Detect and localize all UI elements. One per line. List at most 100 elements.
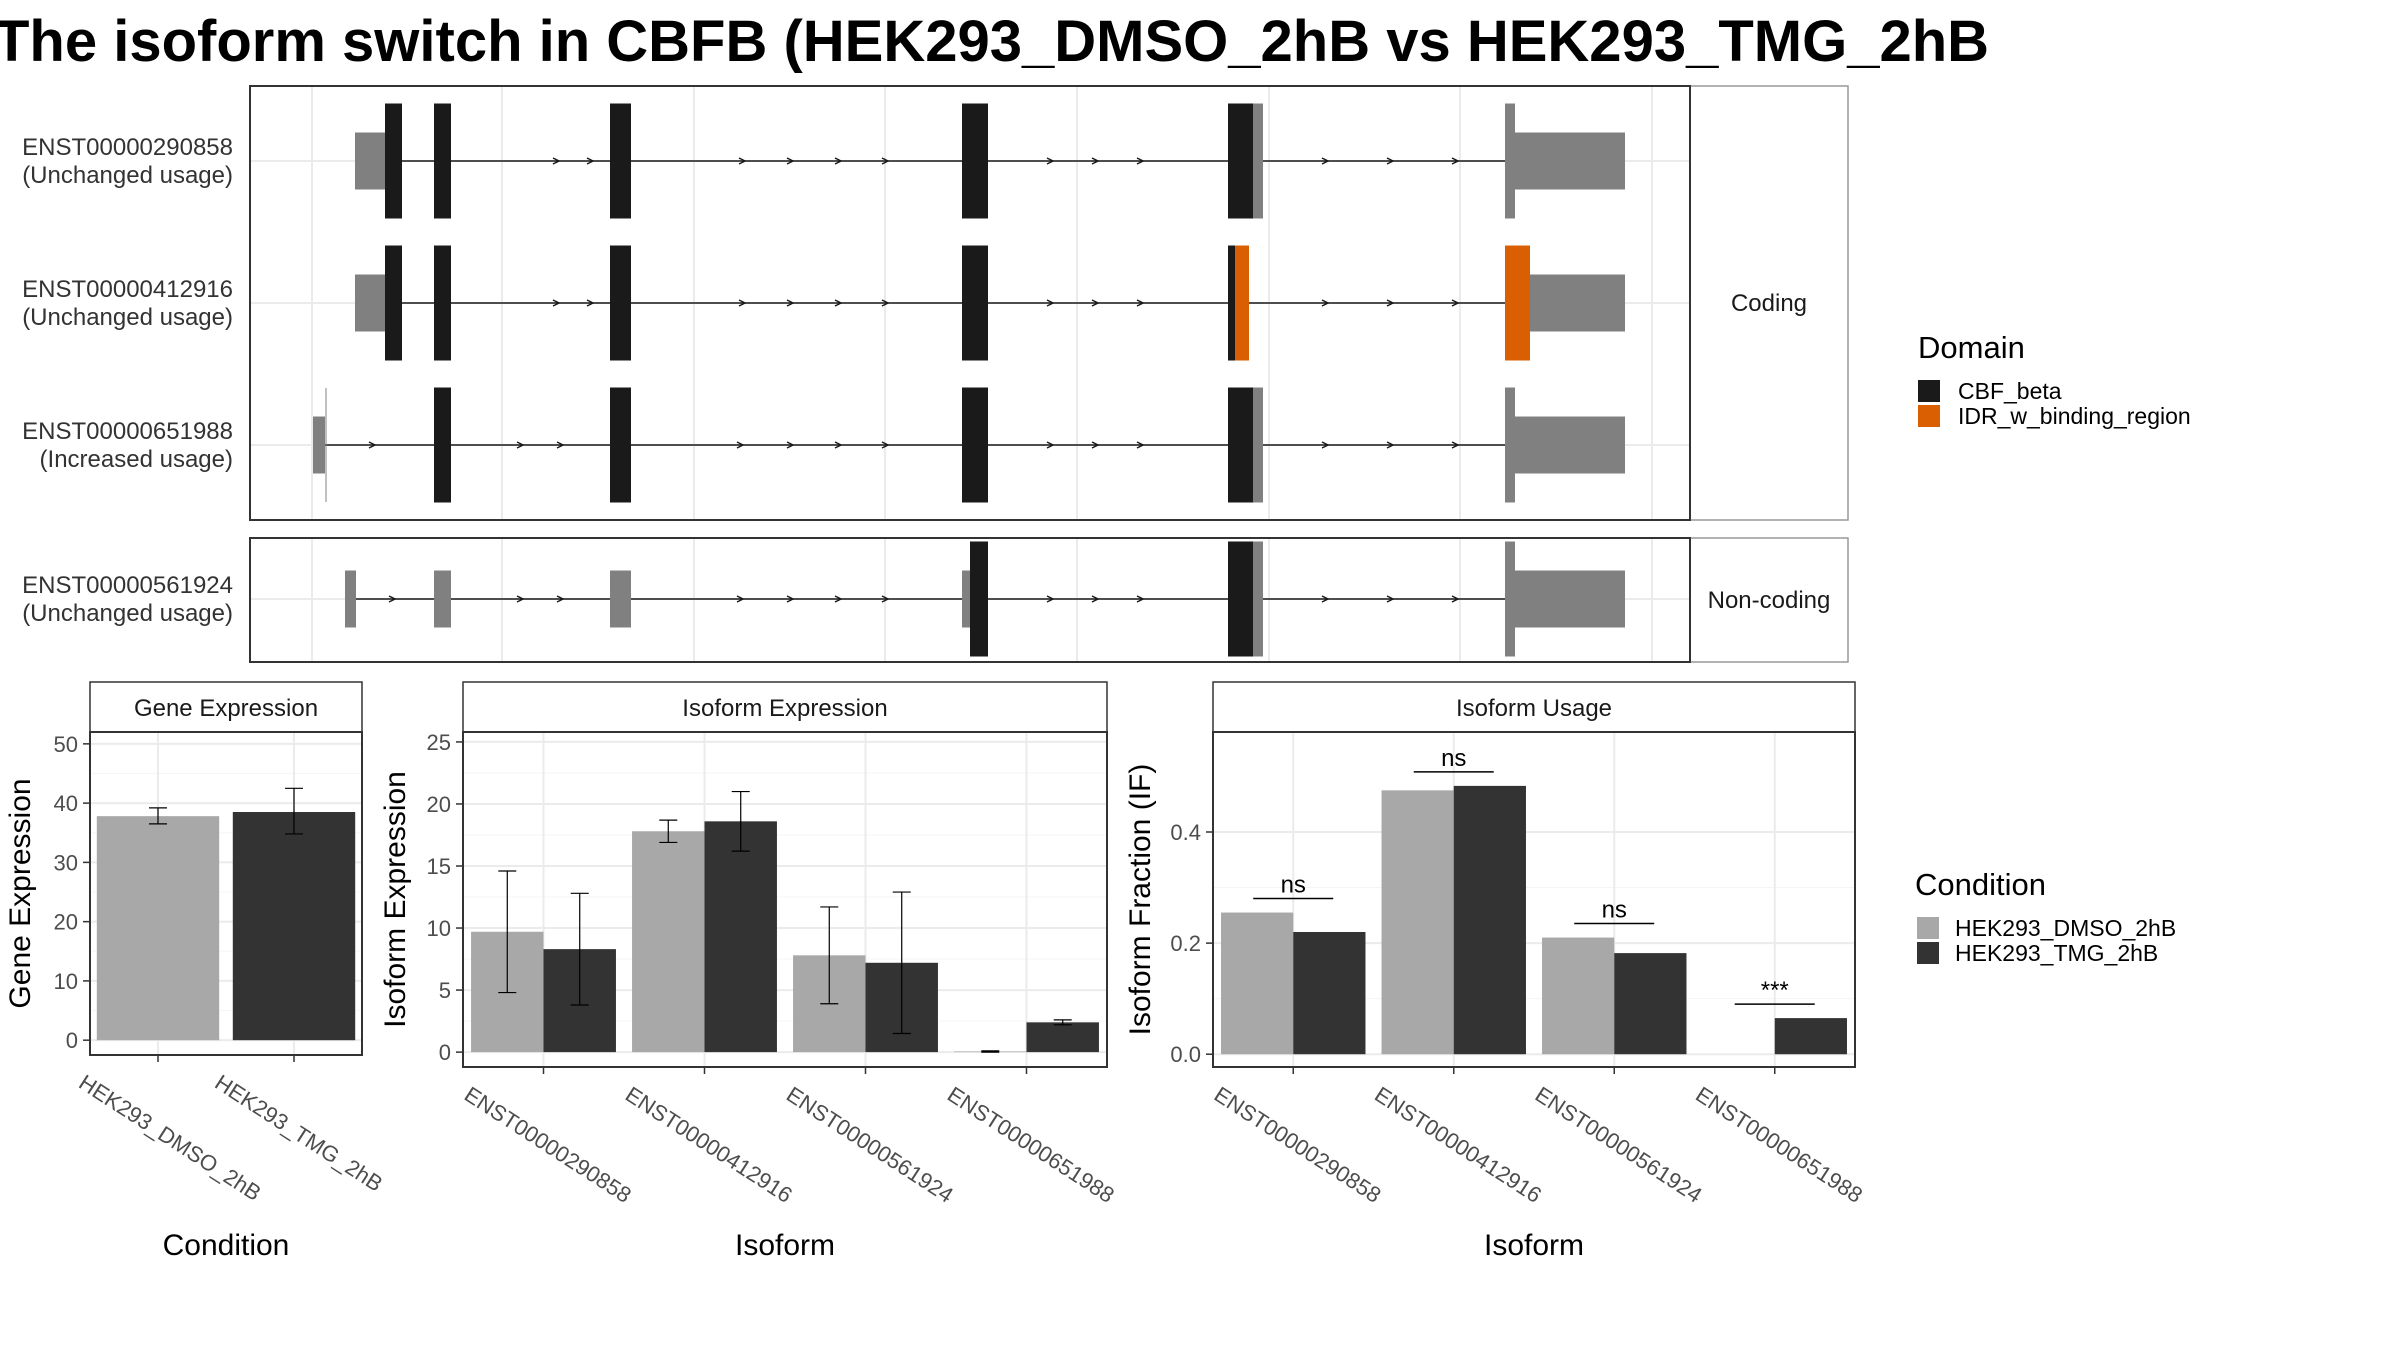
x-tick-label: ENST00000561924	[782, 1082, 958, 1208]
facet-strip-label-1: Non-coding	[1708, 587, 1831, 614]
facet-strip	[1689, 85, 1849, 521]
condition-legend-title: Condition	[1915, 867, 2046, 902]
x-tick-label: ENST00000290858	[460, 1082, 636, 1208]
intron-arrow	[1321, 595, 1330, 603]
panel-strip	[89, 681, 363, 733]
intron-arrow	[586, 157, 595, 165]
significance-label: ***	[1761, 977, 1789, 1004]
condition-legend-swatch	[1917, 942, 1939, 964]
cds-exon	[962, 245, 988, 361]
transcript-usage-label: (Unchanged usage)	[22, 304, 233, 331]
figure-title: The isoform switch in CBFB (HEK293_DMSO_…	[0, 9, 1989, 74]
intron-arrow	[786, 157, 795, 165]
utr-exon	[355, 274, 385, 332]
intron-arrow	[1386, 157, 1395, 165]
utr-exon	[1530, 274, 1625, 332]
bar	[1774, 1018, 1847, 1055]
intron-arrow	[1136, 157, 1145, 165]
intron-arrow	[552, 299, 561, 307]
intron-arrow	[1451, 299, 1460, 307]
cds-exon	[1228, 103, 1253, 219]
intron-arrow	[834, 595, 843, 603]
y-tick-label: 20	[427, 792, 451, 817]
bar	[1381, 790, 1454, 1055]
x-tick-label: ENST00000412916	[621, 1082, 797, 1208]
intron-arrow	[552, 157, 561, 165]
y-tick-label: 0.0	[1170, 1042, 1201, 1067]
cds-exon	[434, 245, 451, 361]
domain-legend-title: Domain	[1918, 330, 2025, 365]
isoform-expression-panel: Isoform Expression 0 5 10 15 20 25 ENST00000290…	[379, 681, 1119, 1262]
utr-exon	[1253, 387, 1263, 503]
cds-exon	[610, 245, 631, 361]
intron-arrow	[1136, 595, 1145, 603]
cds-exon	[385, 245, 402, 361]
intron-arrow	[1451, 441, 1460, 449]
domain-legend-label: CBF_beta	[1958, 378, 2062, 404]
y-tick-label: 40	[54, 791, 78, 816]
intron-arrow	[834, 299, 843, 307]
cds-exon	[1228, 541, 1253, 657]
y-tick-label: 15	[427, 854, 451, 879]
y-tick-label: 30	[54, 850, 78, 875]
panel-frame	[89, 731, 363, 1056]
intron-arrow	[1451, 595, 1460, 603]
y-axis-title: Isoform Fraction (IF)	[1124, 764, 1157, 1036]
panel-frame	[1212, 731, 1856, 1068]
x-tick-label: ENST00000290858	[1210, 1082, 1386, 1208]
cds-exon	[385, 103, 402, 219]
intron-arrow	[1321, 157, 1330, 165]
intron-arrow	[516, 441, 525, 449]
intron-arrow	[556, 441, 565, 449]
bar	[96, 816, 220, 1041]
x-axis-title: Condition	[163, 1229, 290, 1262]
structure-facet-frame	[249, 537, 1691, 663]
y-tick-label: 0	[439, 1040, 451, 1065]
cds-exon	[434, 387, 451, 503]
intron-arrow	[1451, 157, 1460, 165]
utr-exon	[962, 570, 970, 628]
significance-label: ns	[1602, 897, 1627, 924]
intron-arrow	[736, 595, 745, 603]
intron-arrow	[881, 441, 890, 449]
intron-arrow	[1046, 157, 1055, 165]
x-axis-title: Isoform	[735, 1229, 835, 1262]
facet-strip-label-0: Coding	[1731, 290, 1807, 317]
intron-arrow	[736, 441, 745, 449]
x-tick-label: ENST00000651988	[943, 1082, 1119, 1208]
domain-legend-swatch	[1918, 405, 1940, 427]
panel-title: Isoform Expression	[682, 695, 887, 722]
y-tick-label: 5	[439, 978, 451, 1003]
intron-arrow	[881, 299, 890, 307]
intron-arrow	[834, 157, 843, 165]
domain-legend-label: IDR_w_binding_region	[1958, 403, 2191, 429]
intron-arrow	[1091, 595, 1100, 603]
utr-exon	[610, 570, 631, 628]
gene-expression-panel: Gene Expression01020304050HEK293_DMSO_2h…	[4, 681, 387, 1262]
bar	[1453, 785, 1526, 1055]
transcript-usage-label: (Unchanged usage)	[22, 162, 233, 189]
cds-exon	[610, 387, 631, 503]
bar	[1614, 953, 1687, 1055]
intron-arrow	[1091, 299, 1100, 307]
condition-legend-label: HEK293_DMSO_2hB	[1955, 915, 2176, 941]
x-tick-label: ENST00000412916	[1370, 1082, 1546, 1208]
idr-domain-exon	[1235, 245, 1249, 361]
significance-label: ns	[1281, 872, 1306, 899]
utr-exon	[1515, 132, 1625, 190]
x-tick-label: ENST00000651988	[1691, 1082, 1867, 1208]
cds-exon	[434, 103, 451, 219]
intron-arrow	[1091, 157, 1100, 165]
intron-arrow	[586, 299, 595, 307]
idr-domain-exon	[1505, 245, 1530, 361]
utr-exon	[1253, 541, 1263, 657]
transcript-id-label: ENST00000412916	[22, 276, 233, 303]
bar	[1026, 1022, 1099, 1053]
intron-arrow	[1046, 441, 1055, 449]
utr-exon	[1515, 570, 1625, 628]
utr-exon	[1515, 416, 1625, 474]
utr-exon	[1505, 103, 1515, 219]
utr-exon	[434, 570, 451, 628]
y-tick-label: 0.2	[1170, 931, 1201, 956]
